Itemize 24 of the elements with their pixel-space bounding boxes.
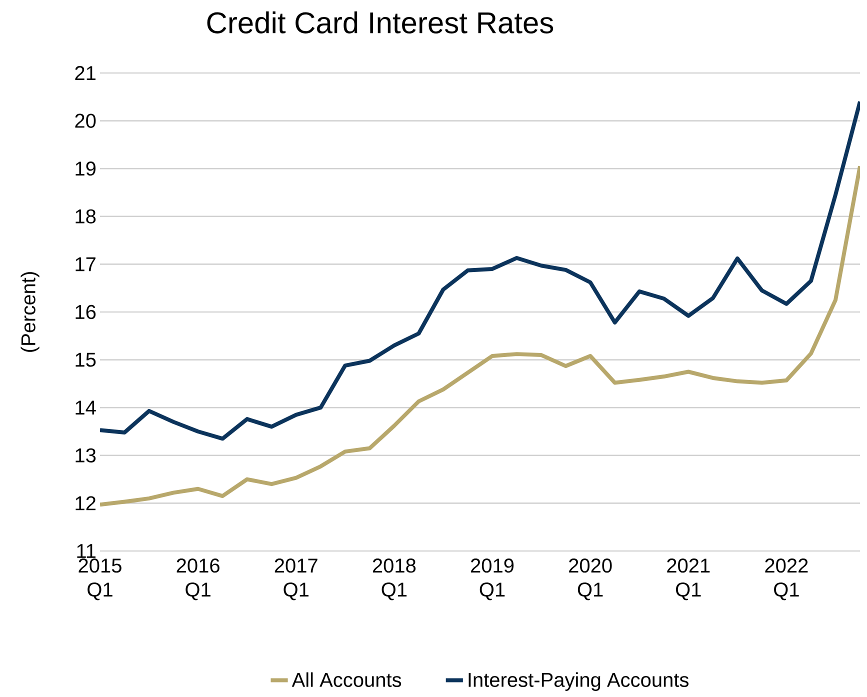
legend-label: Interest-Paying Accounts [468,672,688,691]
y-tick-label: 11 [77,544,96,558]
y-tick-label: 18 [76,209,96,224]
y-tick-label: 17 [76,257,96,272]
x-tick-label: 2022 Q1 [765,558,808,600]
x-tick-label: 2017 Q1 [274,558,318,600]
chart-title: Credit Card Interest Rates [207,11,554,34]
x-tick-label: 2021 Q1 [667,558,710,600]
x-tick-label: 2018 Q1 [372,558,416,600]
legend-label: All Accounts [292,672,402,687]
y-tick-label: 21 [75,66,96,80]
y-tick-label: 15 [76,352,96,367]
y-tick-label: 16 [76,304,96,320]
x-tick-label: 2019 Q1 [471,558,514,600]
y-tick-label: 13 [76,448,96,462]
y-tick-label: 19 [76,162,96,176]
x-tick-label: 2015 Q1 [78,558,122,600]
y-tick-label: 12 [76,496,96,510]
y-axis-title: (Percent) [20,272,40,352]
y-tick-label: 20 [75,114,96,128]
y-tick-label: 14 [76,400,96,414]
line-series [100,100,860,441]
x-tick-label: 2016 Q1 [176,558,220,600]
x-tick-label: 2020 Q1 [569,558,612,600]
